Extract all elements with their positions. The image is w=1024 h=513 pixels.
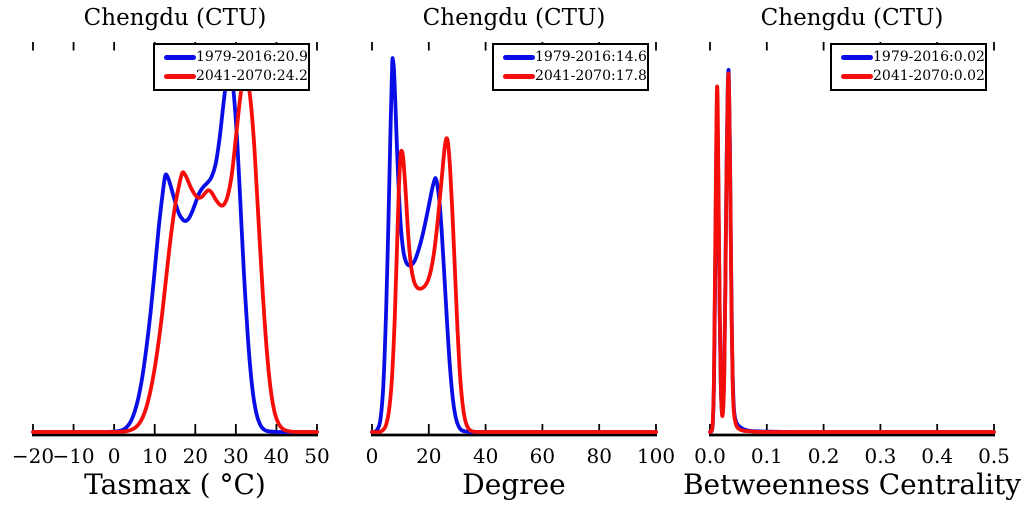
legend-entry: 2041-2070:24.2 [164, 67, 308, 86]
series-curve-2041-2070 [708, 71, 996, 434]
x-tick-label: 0.5 [978, 444, 1010, 468]
subplot1-title: Chengdu (CTU) [83, 5, 267, 31]
x-tick-label: 0.2 [808, 444, 840, 468]
series-curve-1979-2016 [370, 56, 658, 434]
x-tick-label: 40 [473, 444, 498, 468]
subplot3-xlabel: Betweenness Centrality [682, 468, 1022, 501]
legend-line-blue-icon [503, 55, 535, 60]
legend-entry: 2041-2070:17.8 [503, 67, 647, 86]
legend-line-blue-icon [164, 55, 196, 60]
series-curve-2041-2070 [31, 72, 319, 434]
legend-line-blue-icon [841, 55, 873, 60]
legend-line-red-icon [503, 74, 535, 79]
x-tick-label: 0.1 [751, 444, 783, 468]
legend-label: 2041-2070:0.02 [873, 68, 985, 84]
legend-entry: 1979-2016:14.6 [503, 48, 647, 67]
subplot2-title: Chengdu (CTU) [422, 5, 606, 31]
legend-label: 2041-2070:24.2 [196, 68, 308, 84]
x-tick-label: 40 [264, 444, 289, 468]
series-curve-1979-2016 [708, 67, 996, 434]
legend-label: 1979-2016:0.02 [873, 49, 985, 65]
legend-entry: 1979-2016:0.02 [841, 48, 985, 67]
x-tick-label: 0 [366, 444, 379, 468]
legend-label: 2041-2070:17.8 [535, 68, 647, 84]
x-tick-label: 0 [108, 444, 121, 468]
subplot3-legend: 1979-2016:0.02 2041-2070:0.02 [830, 43, 987, 91]
legend-label: 1979-2016:14.6 [535, 49, 647, 65]
subplot2-xlabel: Degree [462, 468, 566, 501]
x-tick-label: 0.4 [921, 444, 953, 468]
x-tick-label: 80 [586, 444, 611, 468]
legend-line-red-icon [164, 74, 196, 79]
subplot1-legend: 1979-2016:20.9 2041-2070:24.2 [153, 43, 310, 91]
subplot2-legend: 1979-2016:14.6 2041-2070:17.8 [492, 43, 649, 91]
legend-label: 1979-2016:20.9 [196, 49, 308, 65]
x-tick-label: 100 [637, 444, 675, 468]
x-tick-label: 10 [142, 444, 167, 468]
x-tick-label: −20 [12, 444, 54, 468]
subplot1-xlabel: Tasmax ( °C) [84, 468, 266, 501]
legend-entry: 1979-2016:20.9 [164, 48, 308, 67]
x-tick-label: 0.0 [694, 444, 726, 468]
x-tick-label: 50 [304, 444, 329, 468]
series-curve-2041-2070 [370, 136, 658, 434]
series-curve-1979-2016 [31, 66, 319, 434]
x-tick-label: 0.3 [864, 444, 896, 468]
x-tick-label: 60 [530, 444, 555, 468]
x-tick-label: 30 [223, 444, 248, 468]
subplot3-title: Chengdu (CTU) [760, 5, 944, 31]
x-tick-label: 20 [416, 444, 441, 468]
legend-entry: 2041-2070:0.02 [841, 67, 985, 86]
x-tick-label: 20 [183, 444, 208, 468]
legend-line-red-icon [841, 74, 873, 79]
x-tick-label: −10 [52, 444, 94, 468]
